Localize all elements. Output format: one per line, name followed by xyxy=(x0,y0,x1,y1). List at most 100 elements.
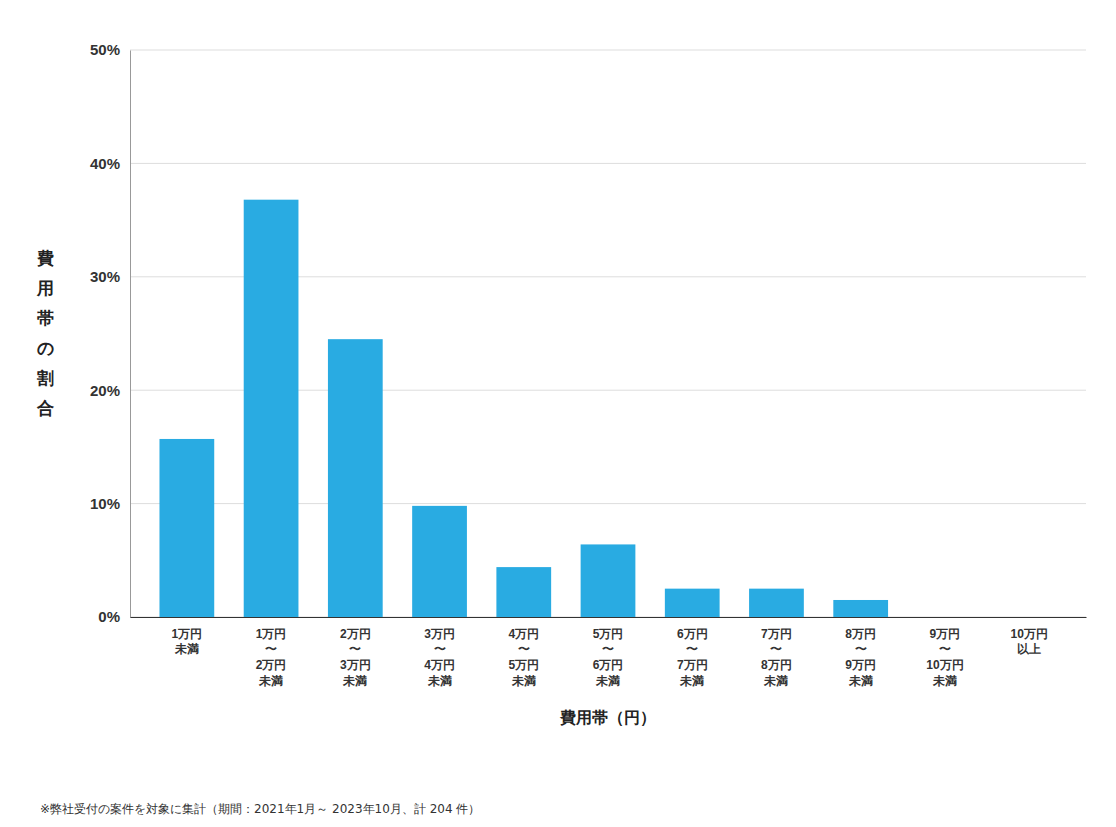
plot: 0%10%20%30%40%50%1万円未満1万円〜2万円未満2万円〜3万円未満… xyxy=(90,41,1087,687)
x-tick-label-line: 未満 xyxy=(174,642,199,656)
x-tick: 1万円〜 2万円未満 xyxy=(256,627,287,688)
x-tick: 6万円〜 7万円未満 xyxy=(677,627,708,688)
bar xyxy=(665,589,720,617)
y-tick-label: 20% xyxy=(90,382,120,399)
x-tick-label-line: 6万円 xyxy=(677,627,708,641)
bars xyxy=(159,200,888,617)
x-tick-label-line: 7万円 xyxy=(677,658,708,672)
bar xyxy=(328,339,383,617)
x-tick-label-line: 〜 xyxy=(686,642,698,656)
x-tick-label-line: 3万円 xyxy=(424,627,455,641)
grid-line xyxy=(130,163,1086,164)
x-tick-label-line: 3万円 xyxy=(340,658,371,672)
x-tick-label-line: 〜 xyxy=(602,642,614,656)
x-tick-label-line: 4万円 xyxy=(508,627,539,641)
x-tick-label-line: 7万円 xyxy=(761,627,792,641)
x-tick-label: 8万円〜 9万円未満 xyxy=(845,627,876,688)
x-tick-label-line: 9万円 xyxy=(845,658,876,672)
y-tick-label: 10% xyxy=(90,495,120,512)
x-tick-label-line: 〜 xyxy=(265,642,277,656)
y-axis-title-char: 用 xyxy=(36,278,54,298)
y-tick: 20% xyxy=(90,382,120,399)
x-tick-label: 10万円以上 xyxy=(1010,627,1047,657)
x-tick-label-line: 10万円 xyxy=(926,658,963,672)
bar xyxy=(833,600,888,617)
y-tick-label: 50% xyxy=(90,41,120,58)
y-axis-title-char: 費 xyxy=(36,248,54,268)
x-tick-label-line: 〜 xyxy=(434,642,446,656)
y-tick: 10% xyxy=(90,495,120,512)
y-axis-title-char: の xyxy=(37,338,54,358)
x-tick-label-line: 〜 xyxy=(349,642,361,656)
grid-line xyxy=(130,50,1086,51)
y-tick-label: 0% xyxy=(98,608,120,625)
x-tick-label-line: 5万円 xyxy=(593,627,624,641)
x-tick-label-line: 未満 xyxy=(595,674,620,688)
y-axis-title-char: 割 xyxy=(36,368,54,388)
x-tick-label-line: 1万円 xyxy=(172,627,203,641)
x-tick-label-line: 4万円 xyxy=(424,658,455,672)
y-tick: 30% xyxy=(90,268,120,285)
chart: 0%10%20%30%40%50%1万円未満1万円〜2万円未満2万円〜3万円未満… xyxy=(0,0,1116,827)
x-tick-label: 5万円〜 6万円未満 xyxy=(593,627,624,688)
y-tick: 0% xyxy=(98,608,120,625)
x-tick-label-line: 2万円 xyxy=(256,658,287,672)
y-tick-label: 40% xyxy=(90,155,120,172)
y-axis-title: 費用帯の割合 xyxy=(36,248,54,418)
x-tick-label-line: 1万円 xyxy=(256,627,287,641)
x-axis-line xyxy=(131,617,1087,618)
bar xyxy=(159,439,214,617)
x-tick-label-line: 〜 xyxy=(939,642,951,656)
bar xyxy=(749,589,804,617)
x-tick-label: 9万円〜10万円未満 xyxy=(926,627,963,688)
x-tick-label-line: 10万円 xyxy=(1010,627,1047,641)
y-axis-title-char: 帯 xyxy=(37,308,54,328)
footnote: ※弊社受付の案件を対象に集計（期間：2021年1月～ 2023年10月、計 20… xyxy=(40,802,480,816)
x-tick-label: 3万円〜 4万円未満 xyxy=(424,627,455,688)
x-tick-label-line: 未満 xyxy=(511,674,536,688)
x-tick: 2万円〜 3万円未満 xyxy=(340,627,371,688)
x-axis: 1万円未満1万円〜2万円未満2万円〜3万円未満3万円〜4万円未満4万円〜5万円未… xyxy=(131,618,1087,688)
y-tick-label: 30% xyxy=(90,268,120,285)
x-tick-label-line: 5万円 xyxy=(508,658,539,672)
bar xyxy=(496,567,551,617)
x-tick-label: 2万円〜 3万円未満 xyxy=(340,627,371,688)
x-tick-label-line: 〜 xyxy=(855,642,867,656)
bar xyxy=(412,506,467,617)
x-tick: 1万円未満 xyxy=(172,627,203,657)
x-tick-label-line: 未満 xyxy=(427,674,452,688)
x-tick: 5万円〜 6万円未満 xyxy=(593,627,624,688)
x-tick-label-line: 未満 xyxy=(679,674,704,688)
x-tick: 9万円〜10万円未満 xyxy=(926,627,963,688)
x-tick-label-line: 8万円 xyxy=(761,658,792,672)
y-tick: 40% xyxy=(90,155,120,172)
x-tick-label: 7万円〜 8万円未満 xyxy=(761,627,792,688)
x-tick-label: 6万円〜 7万円未満 xyxy=(677,627,708,688)
x-axis-title: 費用帯（円） xyxy=(559,708,656,727)
bar xyxy=(244,200,299,617)
x-tick-label-line: 未満 xyxy=(342,674,367,688)
x-tick-label-line: 6万円 xyxy=(593,658,624,672)
bar xyxy=(581,544,636,617)
grid xyxy=(130,50,1086,617)
x-tick: 7万円〜 8万円未満 xyxy=(761,627,792,688)
x-tick-label-line: 以上 xyxy=(1017,642,1041,656)
x-tick-label-line: 9万円 xyxy=(930,627,961,641)
x-tick-label-line: 2万円 xyxy=(340,627,371,641)
x-tick: 8万円〜 9万円未満 xyxy=(845,627,876,688)
x-tick-label-line: 未満 xyxy=(763,674,788,688)
y-tick: 50% xyxy=(90,41,120,58)
x-tick-label: 1万円未満 xyxy=(172,627,203,657)
x-tick-label-line: 8万円 xyxy=(845,627,876,641)
x-tick-label-line: 未満 xyxy=(258,674,283,688)
x-tick-label: 1万円〜 2万円未満 xyxy=(256,627,287,688)
y-axis-line xyxy=(130,51,131,618)
x-tick: 3万円〜 4万円未満 xyxy=(424,627,455,688)
x-tick-label: 4万円〜 5万円未満 xyxy=(508,627,539,688)
x-tick-label-line: 〜 xyxy=(518,642,530,656)
y-axis: 0% 10% 20% 30% 40% 50% xyxy=(90,41,131,625)
x-tick-label-line: 未満 xyxy=(848,674,873,688)
x-tick-label-line: 〜 xyxy=(770,642,782,656)
y-axis-title-char: 合 xyxy=(36,398,54,418)
x-tick: 10万円以上 xyxy=(1010,627,1047,657)
